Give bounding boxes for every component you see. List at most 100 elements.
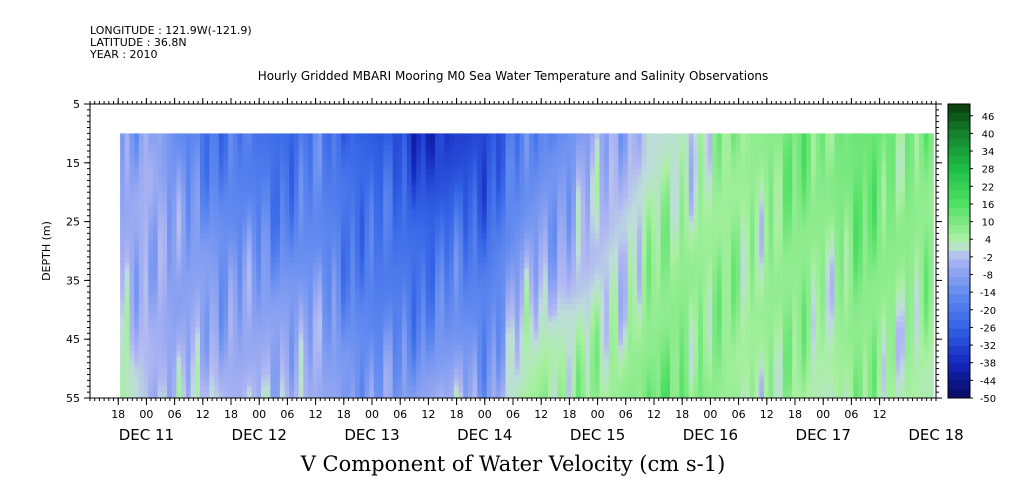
- heatmap-cell: [228, 151, 234, 158]
- heatmap-cell: [322, 139, 328, 146]
- heatmap-cell: [223, 368, 229, 376]
- heatmap-cell: [350, 227, 356, 234]
- heatmap-cell: [340, 233, 347, 240]
- heatmap-cell: [594, 303, 601, 311]
- heatmap-cell: [453, 315, 460, 323]
- heatmap-cell: [242, 333, 248, 340]
- heatmap-cell: [195, 298, 201, 305]
- heatmap-cell: [538, 350, 544, 358]
- heatmap-cell: [444, 298, 450, 305]
- heatmap-cell: [575, 168, 582, 176]
- heatmap-cell: [406, 215, 413, 223]
- heatmap-cell: [463, 327, 469, 334]
- heatmap-cell: [458, 327, 464, 334]
- heatmap-cell: [209, 303, 215, 311]
- heatmap-cell: [486, 233, 492, 240]
- heatmap-cell: [430, 251, 436, 258]
- heatmap-cell: [293, 256, 300, 264]
- heatmap-cell: [580, 156, 586, 164]
- heatmap-cell: [148, 392, 154, 398]
- heatmap-cell: [152, 327, 159, 334]
- heatmap-cell: [608, 186, 615, 193]
- heatmap-cell: [214, 362, 220, 370]
- heatmap-cell: [355, 221, 361, 229]
- heatmap-cell: [265, 221, 272, 229]
- heatmap-cell: [458, 203, 464, 211]
- heatmap-cell: [148, 186, 154, 193]
- heatmap-cell: [275, 203, 281, 211]
- heatmap-cell: [251, 268, 257, 276]
- heatmap-cell: [543, 362, 549, 370]
- heatmap-cell: [345, 315, 351, 323]
- heatmap-cell: [298, 280, 304, 287]
- heatmap-cell: [434, 309, 441, 317]
- heatmap-cell: [514, 162, 521, 170]
- heatmap-cell: [345, 286, 351, 293]
- heatmap-cell: [411, 162, 417, 170]
- heatmap-cell: [510, 298, 516, 305]
- heatmap-cell: [336, 327, 342, 334]
- heatmap-cell: [167, 309, 173, 317]
- heatmap-cell: [120, 298, 126, 305]
- heatmap-cell: [524, 298, 530, 305]
- heatmap-cell: [420, 262, 427, 270]
- heatmap-cell: [406, 239, 413, 246]
- heatmap-cell: [416, 368, 422, 376]
- heatmap-cell: [481, 168, 488, 176]
- heatmap-cell: [336, 280, 342, 287]
- heatmap-cell: [279, 174, 286, 182]
- heatmap-cell: [223, 392, 229, 398]
- heatmap-cell: [524, 274, 530, 281]
- heatmap-cell: [519, 192, 525, 199]
- heatmap-cell: [411, 227, 417, 234]
- heatmap-cell: [622, 227, 629, 234]
- heatmap-cell: [261, 392, 267, 398]
- heatmap-cell: [270, 309, 276, 317]
- heatmap-cell: [552, 292, 558, 299]
- heatmap-cell: [265, 256, 272, 264]
- heatmap-cell: [134, 239, 140, 246]
- heatmap-cell: [120, 239, 126, 246]
- heatmap-cell: [228, 392, 234, 398]
- heatmap-cell: [627, 174, 633, 182]
- heatmap-cell: [237, 180, 243, 187]
- heatmap-cell: [481, 239, 488, 246]
- heatmap-cell: [214, 233, 220, 240]
- heatmap-cell: [439, 227, 445, 234]
- heatmap-cell: [181, 374, 187, 381]
- heatmap-cell: [566, 251, 572, 258]
- heatmap-cell: [439, 280, 445, 287]
- heatmap-cell: [204, 151, 210, 158]
- heatmap-cell: [387, 298, 394, 305]
- heatmap-cell: [613, 345, 619, 352]
- heatmap-cell: [162, 156, 168, 164]
- heatmap-cell: [557, 180, 563, 187]
- heatmap-cell: [246, 186, 253, 193]
- heatmap-cell: [566, 180, 572, 187]
- heatmap-cell: [218, 151, 225, 158]
- heatmap-cell: [627, 268, 633, 276]
- heatmap-cell: [373, 221, 380, 229]
- heatmap-cell: [552, 315, 558, 323]
- heatmap-cell: [594, 168, 601, 176]
- heatmap-cell: [444, 209, 450, 217]
- heatmap-cell: [242, 174, 248, 182]
- heatmap-cell: [190, 233, 196, 240]
- heatmap-cell: [214, 292, 220, 299]
- heatmap-cell: [317, 286, 323, 293]
- heatmap-cell: [237, 274, 243, 281]
- heatmap-cell: [148, 239, 154, 246]
- heatmap-cell: [185, 162, 192, 170]
- heatmap-cell: [214, 139, 220, 146]
- heatmap-cell: [566, 286, 572, 293]
- heatmap-cell: [481, 256, 488, 264]
- heatmap-cell: [472, 174, 478, 182]
- heatmap-cell: [481, 292, 488, 299]
- heatmap-cell: [416, 356, 422, 364]
- heatmap-cell: [199, 139, 206, 146]
- heatmap-cell: [387, 333, 394, 340]
- heatmap-cell: [228, 350, 234, 358]
- heatmap-cell: [481, 386, 488, 393]
- heatmap-cell: [322, 174, 328, 182]
- heatmap-cell: [293, 174, 300, 182]
